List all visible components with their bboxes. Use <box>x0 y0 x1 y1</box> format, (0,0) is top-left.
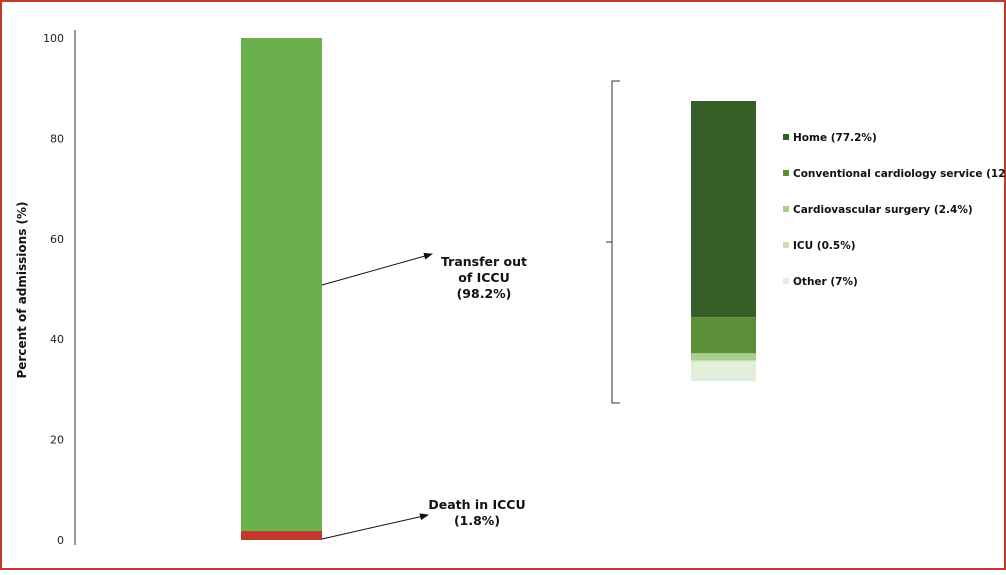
legend-label-conventional: Conventional cardiology service (12.9%) <box>793 168 1006 180</box>
breakdown-segment-conventional <box>691 317 756 354</box>
y-tick-label: 100 <box>43 32 64 45</box>
main-bar <box>241 38 322 540</box>
y-tick-label: 80 <box>50 132 64 145</box>
y-tick-label: 60 <box>50 233 64 246</box>
transfer-annotation-line: Transfer out <box>441 254 527 269</box>
transfer-arrow <box>321 252 433 286</box>
breakdown-segment-home <box>691 101 756 318</box>
transfer-annotation-line: (98.2%) <box>457 286 512 301</box>
legend-label-home: Home (77.2%) <box>793 132 877 144</box>
legend: Home (77.2%) Conventional cardiology serv… <box>783 132 1006 288</box>
y-tick-label: 0 <box>57 534 64 547</box>
y-tick-label: 20 <box>50 434 64 447</box>
legend-swatch-icu <box>783 242 789 248</box>
y-tick-label: 40 <box>50 333 64 346</box>
death-arrow <box>321 513 429 540</box>
breakdown-bracket <box>606 80 620 404</box>
y-axis-title: Percent of admissions (%) <box>15 201 29 378</box>
legend-label-other: Other (7%) <box>793 276 858 288</box>
legend-swatch-cardiovascular <box>783 206 789 212</box>
main-bar-segment-death <box>241 530 322 540</box>
breakdown-bar <box>691 101 756 381</box>
breakdown-segment-cardiovascular <box>691 353 756 360</box>
death-annotation-line: Death in ICCU <box>428 497 525 512</box>
legend-swatch-conventional <box>783 170 789 176</box>
legend-swatch-home <box>783 134 789 140</box>
breakdown-segment-other <box>691 361 756 381</box>
breakdown-segment-icu <box>691 360 756 362</box>
legend-label-icu: ICU (0.5%) <box>793 240 856 252</box>
main-bar-segment-transfer <box>241 38 322 531</box>
y-ticks: 0 20 40 60 80 100 <box>43 32 64 547</box>
legend-swatch-other <box>783 278 789 284</box>
death-annotation-line: (1.8%) <box>454 513 500 528</box>
legend-label-cardiovascular: Cardiovascular surgery (2.4%) <box>793 204 973 216</box>
transfer-annotation-line: of ICCU <box>458 270 510 285</box>
